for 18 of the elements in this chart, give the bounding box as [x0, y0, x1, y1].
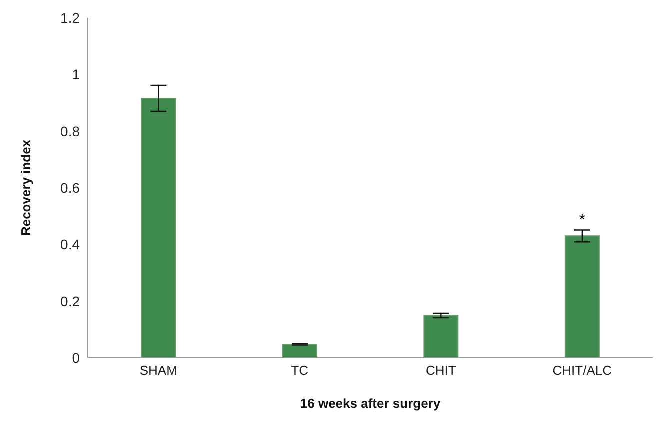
y-tick-label: 0.2	[60, 293, 80, 310]
y-tick-label: 1	[72, 66, 80, 83]
x-tick-label: CHIT/ALC	[552, 363, 612, 378]
x-tick-label: SHAM	[140, 363, 178, 378]
y-tick-label: 0.8	[60, 123, 80, 140]
x-axis-title: 16 weeks after surgery	[300, 396, 442, 411]
x-tick-label: CHIT	[426, 363, 456, 378]
y-axis-title: Recovery index	[18, 139, 34, 236]
bar	[424, 315, 459, 358]
y-tick-label: 0.6	[60, 180, 80, 196]
y-tick-label: 0.4	[60, 236, 80, 253]
annotation: *	[579, 212, 586, 230]
bar	[141, 98, 176, 358]
y-tick-label: 0	[72, 350, 80, 366]
bar	[282, 344, 318, 358]
bar	[564, 236, 600, 358]
y-tick-label: 1.2	[60, 10, 80, 26]
x-tick-label: TC	[291, 363, 309, 378]
